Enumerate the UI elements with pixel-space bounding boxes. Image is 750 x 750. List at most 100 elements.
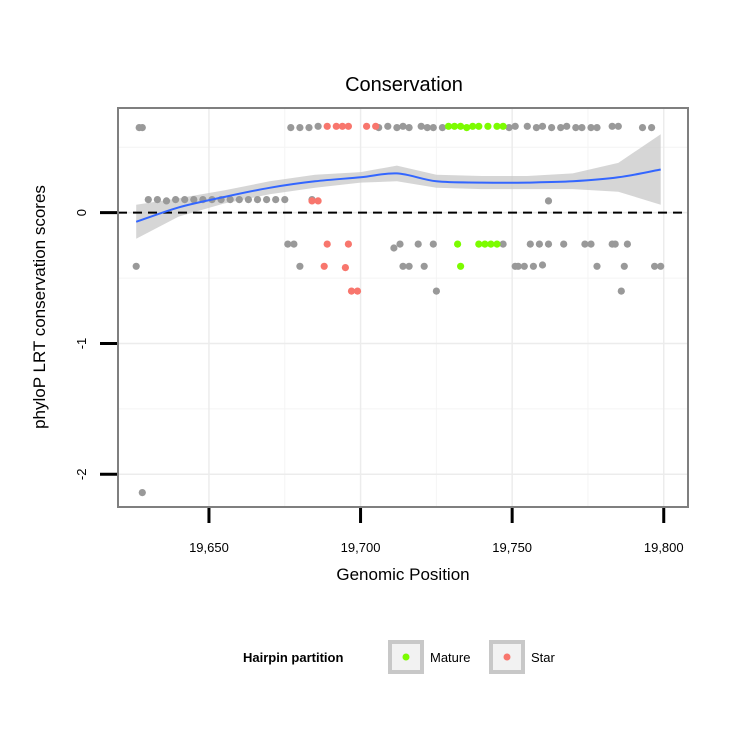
data-point-star xyxy=(321,263,328,270)
data-point-other xyxy=(263,196,270,203)
x-tick-label: 19,800 xyxy=(644,540,684,555)
y-axis-title: phyloP LRT conservation scores xyxy=(30,185,49,429)
data-point-other xyxy=(527,241,534,248)
data-point-other xyxy=(648,124,655,131)
data-point-other xyxy=(539,123,546,130)
data-point-mature xyxy=(463,124,470,131)
data-point-other xyxy=(290,241,297,248)
data-point-other xyxy=(139,489,146,496)
data-point-star xyxy=(315,197,322,204)
data-point-mature xyxy=(457,263,464,270)
data-point-mature xyxy=(484,123,491,130)
data-point-other xyxy=(390,244,397,251)
x-tick-label: 19,750 xyxy=(492,540,532,555)
data-point-other xyxy=(506,124,513,131)
data-point-mature xyxy=(500,123,507,130)
data-point-other xyxy=(181,196,188,203)
data-point-star xyxy=(372,123,379,130)
data-point-other xyxy=(415,241,422,248)
data-point-other xyxy=(281,196,288,203)
data-point-star xyxy=(363,123,370,130)
data-point-other xyxy=(433,288,440,295)
data-point-other xyxy=(163,197,170,204)
y-tick-label: -2 xyxy=(74,469,89,481)
data-point-other xyxy=(406,124,413,131)
data-point-other xyxy=(521,263,528,270)
data-point-mature xyxy=(457,123,464,130)
data-point-other xyxy=(315,123,322,130)
data-point-other xyxy=(657,263,664,270)
data-point-other xyxy=(539,261,546,268)
data-point-other xyxy=(430,241,437,248)
conservation-chart: Conservation 19,650 19,700 19,750 19,800 -2… xyxy=(0,0,750,750)
data-point-other xyxy=(612,241,619,248)
confidence-band xyxy=(136,134,661,239)
data-point-other xyxy=(639,124,646,131)
data-point-other xyxy=(287,124,294,131)
data-point-star xyxy=(342,264,349,271)
data-point-star xyxy=(324,241,331,248)
legend: Hairpin partition Mature Star xyxy=(243,642,556,672)
confidence-band-layer xyxy=(136,134,661,239)
data-point-other xyxy=(618,288,625,295)
legend-title: Hairpin partition xyxy=(243,650,343,665)
data-point-other xyxy=(593,124,600,131)
data-point-other xyxy=(133,263,140,270)
data-point-other xyxy=(439,124,446,131)
data-point-other xyxy=(145,196,152,203)
data-point-other xyxy=(399,123,406,130)
x-axis-ticks: 19,650 19,700 19,750 19,800 xyxy=(189,508,684,555)
legend-label-star: Star xyxy=(531,650,556,665)
data-point-other xyxy=(245,196,252,203)
data-point-other xyxy=(557,124,564,131)
data-point-other xyxy=(154,196,161,203)
data-point-other xyxy=(384,123,391,130)
data-point-other xyxy=(615,123,622,130)
data-point-mature xyxy=(475,123,482,130)
data-point-other xyxy=(536,241,543,248)
data-point-other xyxy=(545,241,552,248)
data-point-star xyxy=(345,123,352,130)
data-point-other xyxy=(406,263,413,270)
data-point-other xyxy=(530,263,537,270)
data-point-other xyxy=(430,124,437,131)
data-point-star xyxy=(354,288,361,295)
x-tick-label: 19,700 xyxy=(341,540,381,555)
data-point-other xyxy=(548,124,555,131)
data-point-other xyxy=(624,241,631,248)
legend-dot-mature xyxy=(403,654,410,661)
data-point-other xyxy=(563,123,570,130)
data-point-mature xyxy=(454,241,461,248)
x-tick-label: 19,650 xyxy=(189,540,229,555)
data-point-other xyxy=(421,263,428,270)
data-point-other xyxy=(254,196,261,203)
data-point-other xyxy=(139,124,146,131)
data-point-other xyxy=(305,124,312,131)
data-point-mature xyxy=(493,241,500,248)
data-point-other xyxy=(393,124,400,131)
data-point-other xyxy=(621,263,628,270)
data-point-other xyxy=(418,123,425,130)
data-point-star xyxy=(324,123,331,130)
data-point-other xyxy=(545,197,552,204)
data-point-other xyxy=(296,124,303,131)
x-axis-title: Genomic Position xyxy=(336,565,469,584)
y-axis-ticks: -2 -1 0 xyxy=(74,209,117,480)
data-point-other xyxy=(560,241,567,248)
legend-dot-star xyxy=(504,654,511,661)
data-point-other xyxy=(587,241,594,248)
data-point-other xyxy=(512,123,519,130)
data-point-other xyxy=(236,196,243,203)
legend-label-mature: Mature xyxy=(430,650,470,665)
data-point-other xyxy=(533,124,540,131)
data-point-other xyxy=(524,123,531,130)
data-point-star xyxy=(345,241,352,248)
data-point-other xyxy=(296,263,303,270)
data-point-other xyxy=(172,196,179,203)
data-point-other xyxy=(578,124,585,131)
y-tick-label: 0 xyxy=(74,209,89,216)
chart-title: Conservation xyxy=(345,74,463,96)
data-point-other xyxy=(593,263,600,270)
y-tick-label: -1 xyxy=(74,338,89,350)
data-point-other xyxy=(396,241,403,248)
